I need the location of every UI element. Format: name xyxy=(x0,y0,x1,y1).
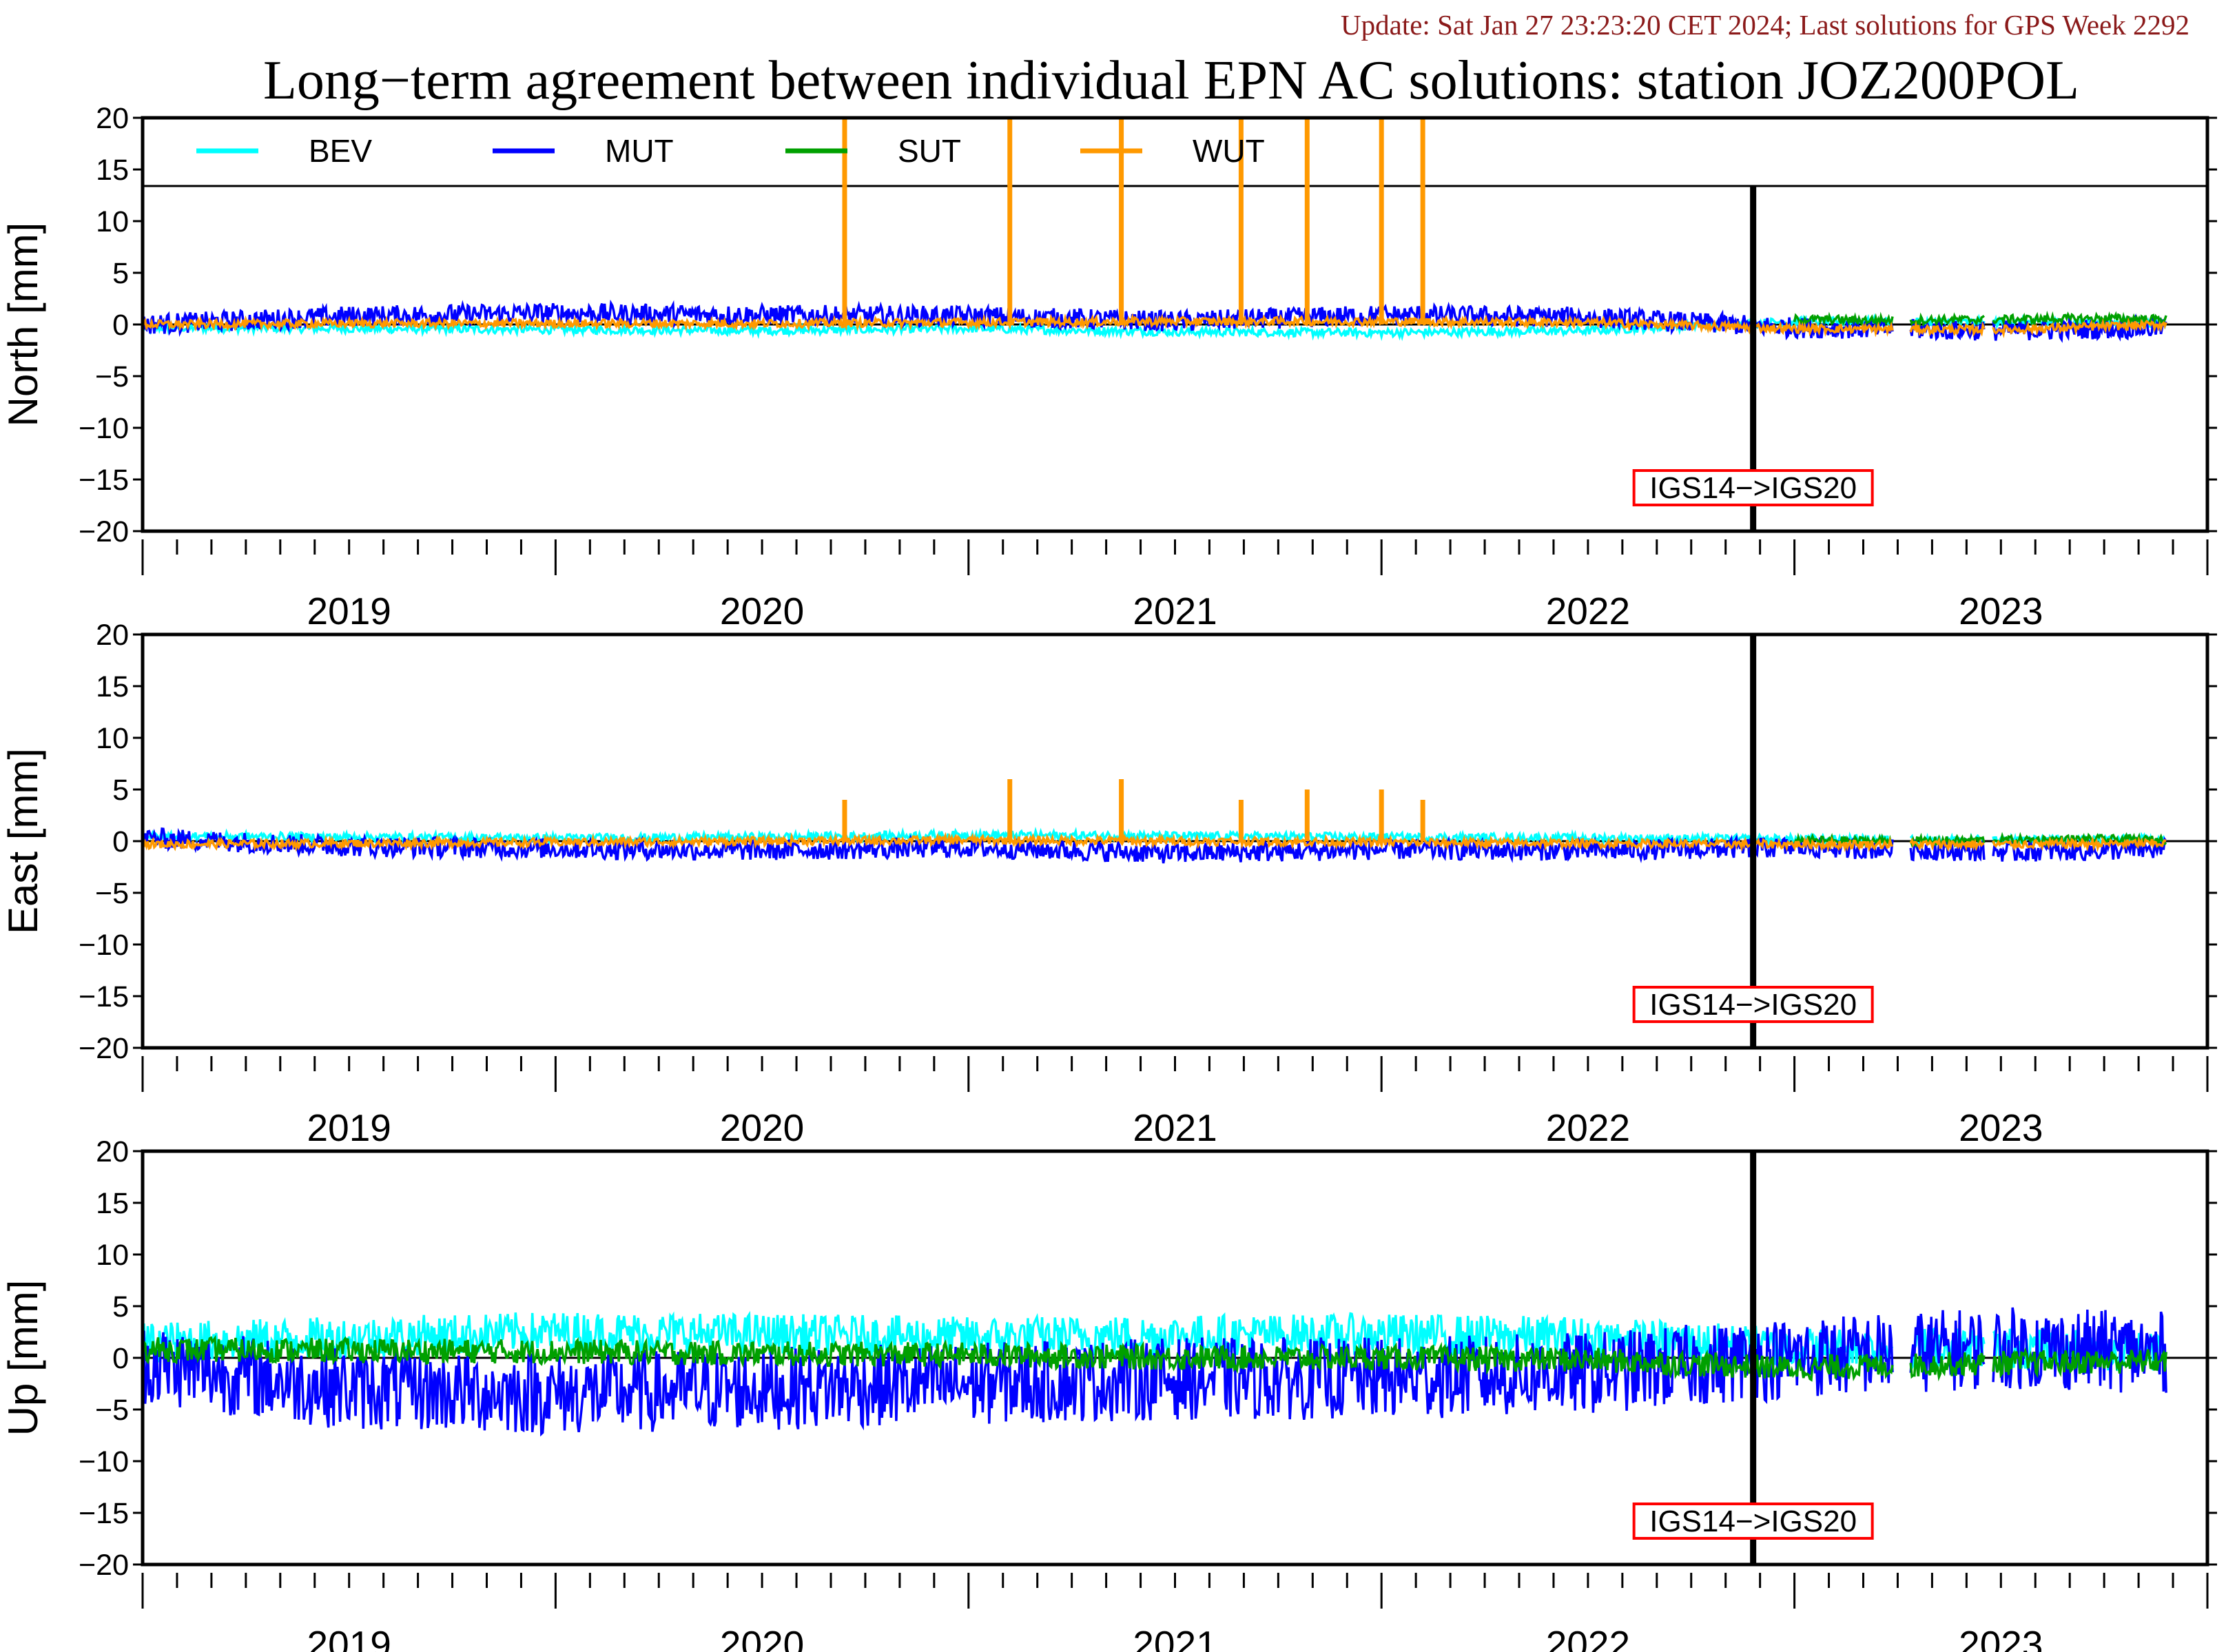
frame-change-annotation: IGS14−>IGS20 xyxy=(1632,986,1874,1023)
x-tick-label: 2019 xyxy=(307,1106,391,1149)
y-tick-label: 10 xyxy=(96,1239,129,1272)
x-tick-label: 2020 xyxy=(720,1106,804,1149)
y-tick-label: −10 xyxy=(79,1445,129,1478)
annotation-label: IGS14−>IGS20 xyxy=(1649,988,1857,1022)
x-tick-label: 2022 xyxy=(1546,590,1630,632)
x-tick-label: 2022 xyxy=(1546,1106,1630,1149)
x-tick-label: 2021 xyxy=(1133,1106,1217,1149)
x-tick-label: 2021 xyxy=(1133,590,1217,632)
series-line-sut xyxy=(141,1334,2167,1382)
x-tick-label: 2023 xyxy=(1959,1106,2043,1149)
legend-item-sut: SUT xyxy=(785,133,961,169)
annotation-box xyxy=(1632,1503,1874,1540)
frame-change-annotation: IGS14−>IGS20 xyxy=(1632,469,1874,506)
y-axis-label: Up [mm] xyxy=(0,1280,46,1436)
plot-frame xyxy=(141,116,2209,533)
plot-frame xyxy=(141,632,2209,1050)
y-tick-label: −5 xyxy=(95,877,129,910)
x-tick-label: 2020 xyxy=(720,590,804,632)
panel-north: 20 15 10 5 0 −5 −10 −15 −20 IGS14−>IGS20 2019 2020 2… xyxy=(0,102,2217,632)
y-tick-label: −15 xyxy=(79,1497,129,1530)
y-tick-label: −15 xyxy=(79,980,129,1013)
legend-label: MUT xyxy=(605,133,674,169)
y-tick-label: 20 xyxy=(96,102,129,135)
annotation-label: IGS14−>IGS20 xyxy=(1649,1505,1857,1538)
y-tick-label: −20 xyxy=(79,1032,129,1065)
y-tick-label: 15 xyxy=(96,1187,129,1220)
series-line-sut xyxy=(1793,310,2167,328)
y-tick-label: −5 xyxy=(95,1394,129,1427)
y-tick-label: 0 xyxy=(112,1342,129,1375)
x-tick-label: 2021 xyxy=(1133,1623,1217,1652)
y-tick-label: 0 xyxy=(112,309,129,342)
x-tick-label: 2019 xyxy=(307,590,391,632)
y-tick-label: 0 xyxy=(112,825,129,858)
y-tick-label: 20 xyxy=(96,1135,129,1168)
x-tick-label: 2019 xyxy=(307,1623,391,1652)
panel-up: 20 15 10 5 0 −5 −10 −15 −20 IGS14−>IGS20 2019 2020 2… xyxy=(0,1135,2217,1652)
series-line-wut xyxy=(141,832,2167,853)
y-tick-label: 20 xyxy=(96,619,129,652)
y-tick-label: 15 xyxy=(96,670,129,703)
y-tick-label: 5 xyxy=(112,774,129,807)
annotation-label: IGS14−>IGS20 xyxy=(1649,471,1857,505)
y-tick-label: 5 xyxy=(112,1290,129,1323)
annotation-box xyxy=(1632,469,1874,506)
frame-change-annotation: IGS14−>IGS20 xyxy=(1632,1503,1874,1540)
legend-item-mut: MUT xyxy=(493,133,674,169)
update-timestamp: Update: Sat Jan 27 23:23:20 CET 2024; La… xyxy=(1341,9,2189,41)
y-tick-label: −20 xyxy=(79,515,129,548)
legend-item-wut: WUT xyxy=(1080,133,1265,169)
legend-item-bev: BEV xyxy=(196,133,372,169)
x-tick-label: 2023 xyxy=(1959,1623,2043,1652)
y-axis-label: North [mm] xyxy=(0,223,46,427)
y-tick-label: −5 xyxy=(95,360,129,393)
y-tick-label: −15 xyxy=(79,464,129,497)
y-tick-label: 10 xyxy=(96,722,129,755)
series-line-mut xyxy=(141,1307,2167,1437)
x-tick-label: 2022 xyxy=(1546,1623,1630,1652)
legend-label: SUT xyxy=(898,133,961,169)
series-line-wut xyxy=(141,313,2167,338)
x-tick-label: 2023 xyxy=(1959,590,2043,632)
legend: BEV MUT SUT WUT xyxy=(196,133,1265,169)
panel-east: 20 15 10 5 0 −5 −10 −15 −20 IGS14−>IGS20 2019 2020 2… xyxy=(0,619,2217,1149)
y-tick-label: 5 xyxy=(112,257,129,290)
chart-title: Long−term agreement between individual E… xyxy=(263,50,2079,111)
y-tick-label: −10 xyxy=(79,929,129,962)
y-axis-label: East [mm] xyxy=(0,748,46,934)
annotation-box xyxy=(1632,986,1874,1023)
legend-label: WUT xyxy=(1193,133,1265,169)
legend-label: BEV xyxy=(309,133,372,169)
x-tick-label: 2020 xyxy=(720,1623,804,1652)
y-tick-label: 15 xyxy=(96,154,129,187)
y-tick-label: −10 xyxy=(79,412,129,445)
plot-frame xyxy=(141,1149,2209,1567)
y-tick-label: −20 xyxy=(79,1549,129,1582)
y-tick-label: 10 xyxy=(96,205,129,238)
